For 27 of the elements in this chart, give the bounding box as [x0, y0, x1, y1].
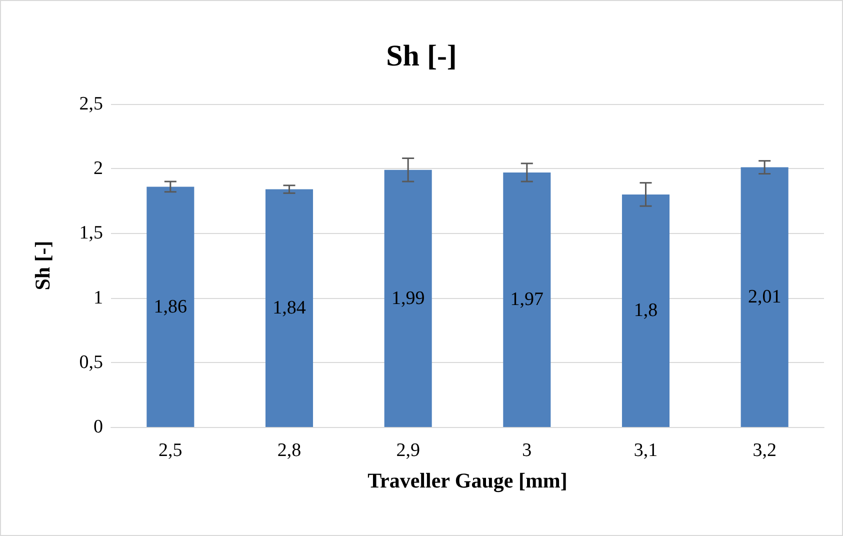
x-tick-label: 3: [522, 440, 532, 461]
bar: [265, 189, 314, 427]
y-tick-label: 1: [94, 287, 103, 308]
y-axis-title: Sh [-]: [30, 240, 54, 290]
x-tick-label: 2,9: [396, 440, 420, 461]
x-axis-title: Traveller Gauge [mm]: [368, 468, 568, 492]
bar: [622, 194, 670, 427]
data-label: 1,86: [154, 296, 188, 318]
x-tick-label: 2,5: [158, 440, 182, 461]
bar: [740, 167, 788, 427]
x-tick-label: 3,1: [634, 440, 658, 461]
y-tick-label: 0: [94, 416, 103, 438]
y-tick-label: 2: [94, 158, 103, 180]
bar: [146, 186, 194, 427]
data-label: 1,84: [272, 298, 306, 319]
x-tick-label: 2,8: [277, 440, 302, 461]
data-label: 1,99: [391, 288, 425, 309]
chart-title: Sh [-]: [386, 40, 457, 72]
bar: [384, 170, 432, 427]
y-tick-label: 2,5: [79, 94, 103, 114]
data-label: 2,01: [748, 286, 782, 308]
y-tick-label: 0,5: [79, 352, 103, 373]
data-label: 1,8: [634, 300, 658, 322]
y-tick-label: 1,5: [79, 222, 103, 244]
x-tick-label: 3,2: [752, 440, 776, 461]
data-label: 1,97: [510, 289, 544, 310]
bar: [503, 172, 551, 427]
